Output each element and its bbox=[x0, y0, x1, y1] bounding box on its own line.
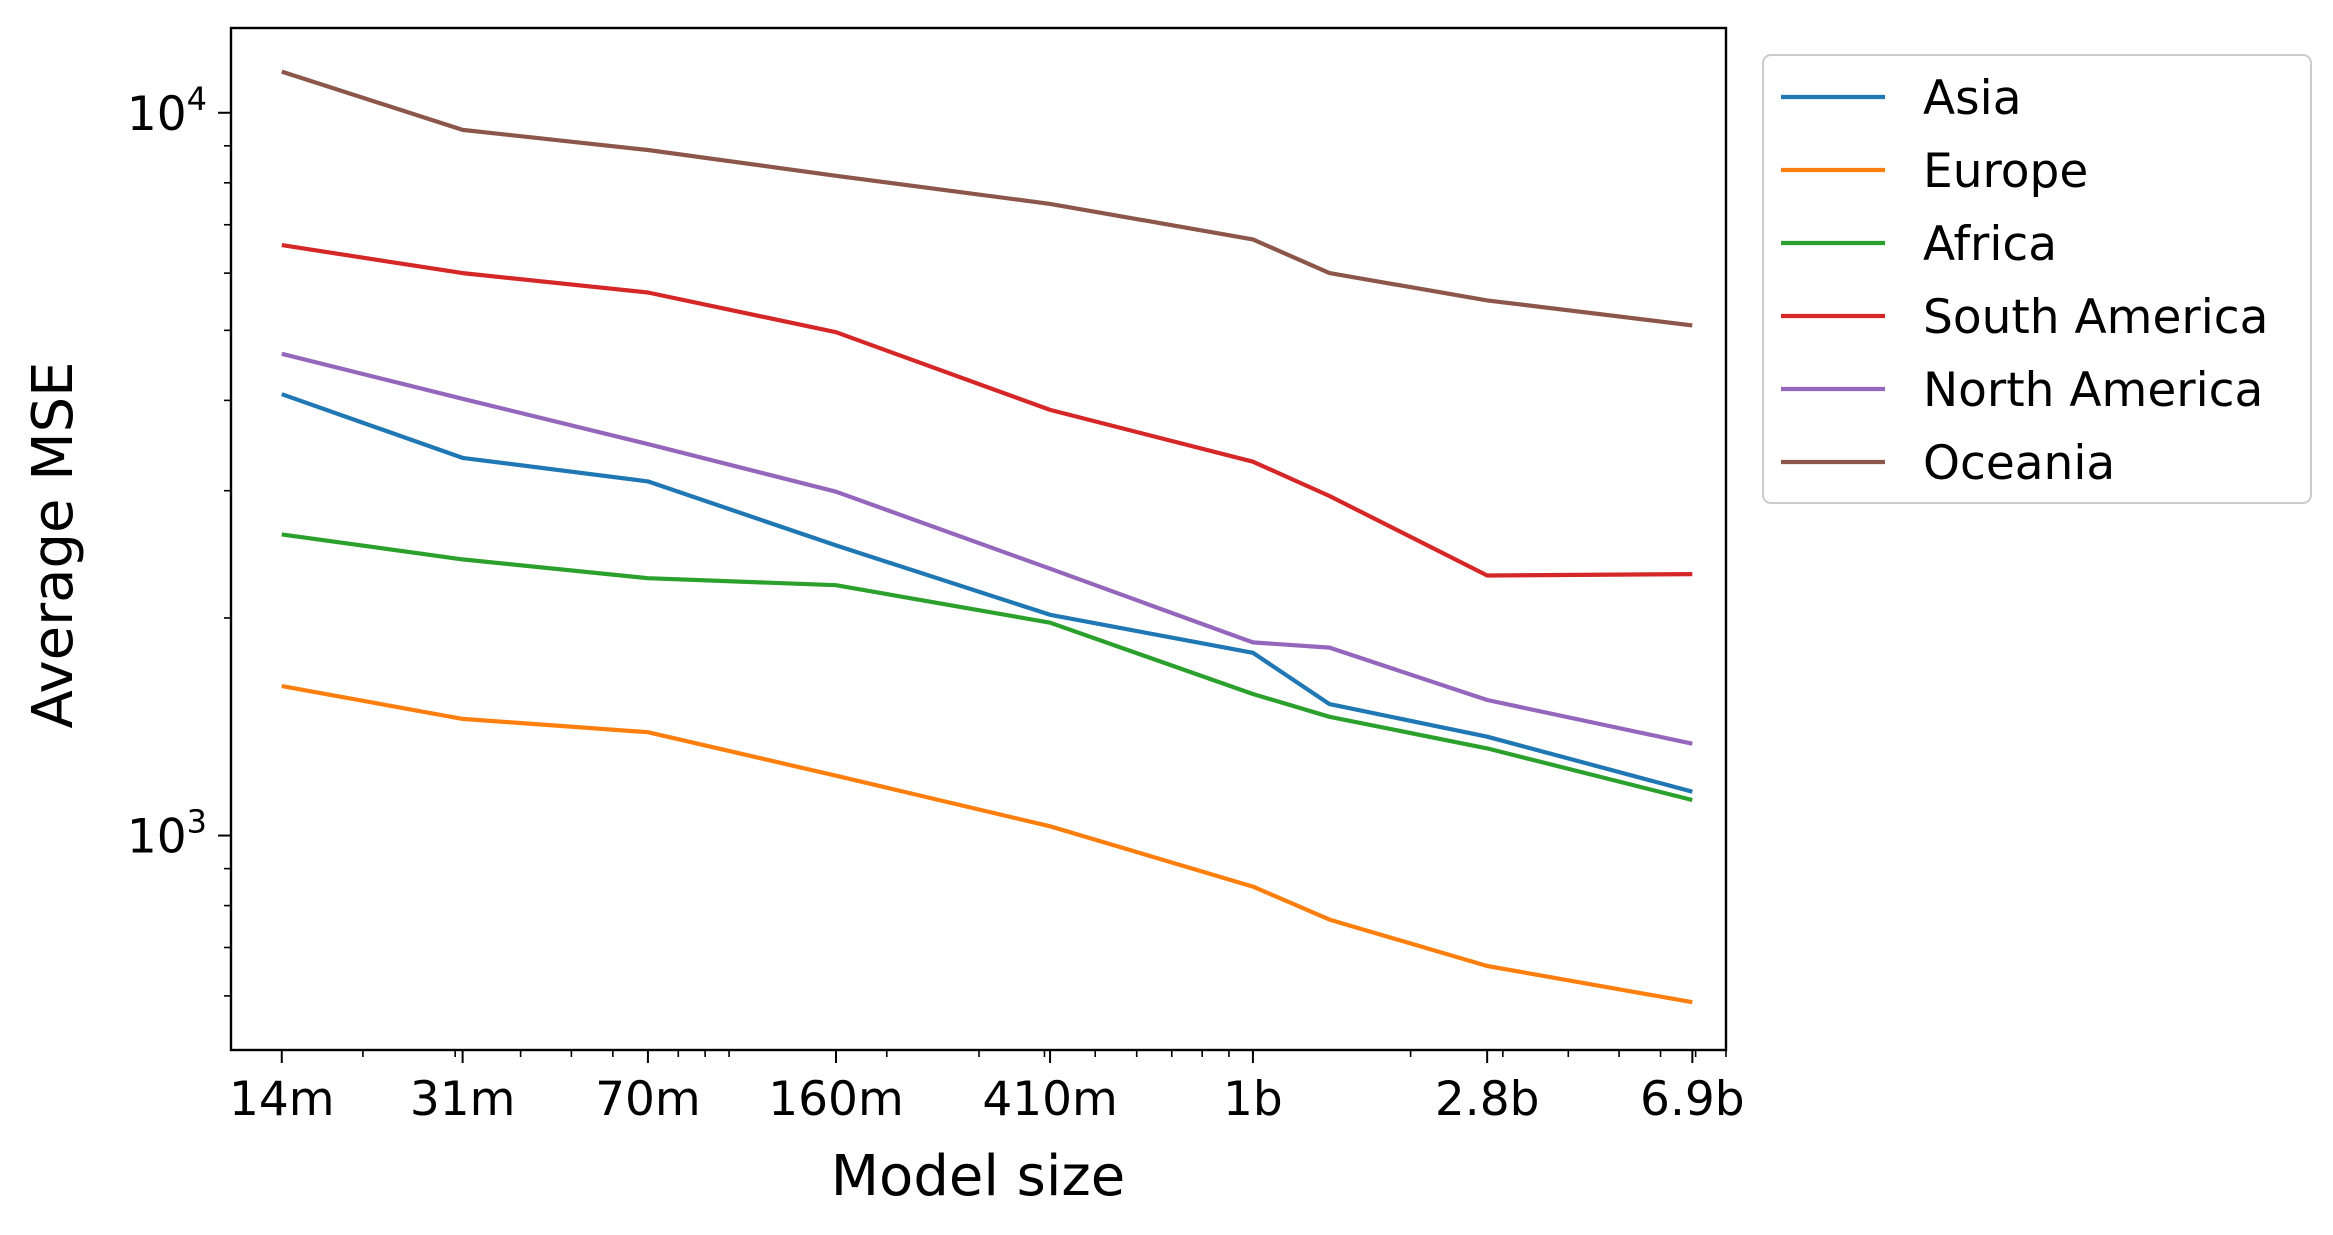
x-tick-label: 410m bbox=[982, 1072, 1118, 1127]
x-tick-label: 14m bbox=[229, 1072, 335, 1127]
y-tick-label: 104 bbox=[127, 80, 207, 142]
x-tick-label: 70m bbox=[595, 1072, 701, 1127]
legend-label-oceania: Oceania bbox=[1923, 436, 2115, 491]
legend: Asia Europe Africa South America North Ameri… bbox=[1762, 54, 2312, 504]
x-tick-label: 1b bbox=[1223, 1072, 1283, 1127]
x-tick-label: 2.8b bbox=[1435, 1072, 1540, 1127]
legend-label-south-america: South America bbox=[1923, 290, 2268, 345]
series-line-europe bbox=[281, 684, 1693, 1005]
plot-frame bbox=[229, 26, 1728, 1052]
series-lines bbox=[281, 69, 1693, 1005]
major-ticks: 14m 31m 70m 160m 410m 1b 2.8b 6.9b 103 104 bbox=[127, 80, 1745, 1127]
series-line-oceania bbox=[281, 69, 1693, 328]
series-line-asia bbox=[281, 392, 1693, 794]
legend-label-africa: Africa bbox=[1923, 217, 2057, 272]
series-line-africa bbox=[281, 532, 1693, 803]
legend-box bbox=[1762, 54, 2312, 504]
series-line-south-america bbox=[281, 243, 1693, 578]
x-tick-label: 160m bbox=[768, 1072, 904, 1127]
legend-label-europe: Europe bbox=[1923, 144, 2088, 199]
x-axis-title: Model size bbox=[831, 1144, 1126, 1209]
x-tick-label: 6.9b bbox=[1640, 1072, 1745, 1127]
x-tick-label: 31m bbox=[410, 1072, 516, 1127]
y-tick-label: 103 bbox=[127, 803, 207, 865]
legend-label-north-america: North America bbox=[1923, 363, 2263, 418]
series-line-north-america bbox=[281, 351, 1693, 746]
legend-label-asia: Asia bbox=[1923, 71, 2022, 126]
y-axis-title: Average MSE bbox=[21, 361, 86, 728]
